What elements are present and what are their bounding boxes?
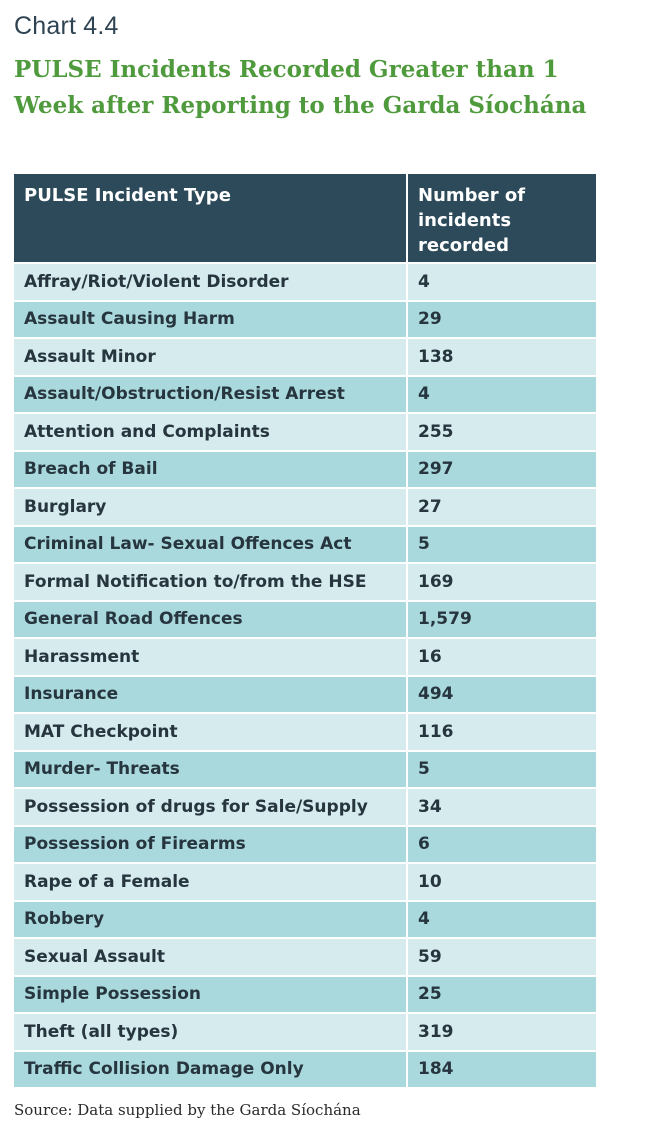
table-row: MAT Checkpoint 116 xyxy=(14,713,596,752)
incident-type-cell: Harassment xyxy=(14,638,408,677)
table-row: Formal Notification to/from the HSE 169 xyxy=(14,563,596,602)
incident-count-cell: 184 xyxy=(407,1050,596,1089)
incident-type-cell: Affray/Riot/Violent Disorder xyxy=(14,263,408,302)
incident-type-cell: Assault/Obstruction/Resist Arrest xyxy=(14,375,408,414)
incident-count-cell: 116 xyxy=(407,713,596,752)
incident-count-cell: 138 xyxy=(407,338,596,377)
incident-type-cell: Traffic Collision Damage Only xyxy=(14,1050,408,1089)
incident-count-cell: 10 xyxy=(407,863,596,902)
table-row: Possession of drugs for Sale/Supply 34 xyxy=(14,788,596,827)
table-row: Theft (all types) 319 xyxy=(14,1013,596,1052)
header-incident-type: PULSE Incident Type xyxy=(14,174,408,264)
incident-type-cell: Attention and Complaints xyxy=(14,413,408,452)
incident-count-cell: 494 xyxy=(407,675,596,714)
incident-type-cell: Insurance xyxy=(14,675,408,714)
table-row: Attention and Complaints 255 xyxy=(14,413,596,452)
incident-count-cell: 4 xyxy=(407,375,596,414)
table-row: Rape of a Female 10 xyxy=(14,863,596,902)
incident-count-cell: 29 xyxy=(407,300,596,339)
table-row: Possession of Firearms 6 xyxy=(14,825,596,864)
chart-title: PULSE Incidents Recorded Greater than 1 … xyxy=(14,56,587,119)
table-row: Breach of Bail 297 xyxy=(14,450,596,489)
table-row: Harassment 16 xyxy=(14,638,596,677)
incident-type-cell: Formal Notification to/from the HSE xyxy=(14,563,408,602)
incident-count-cell: 25 xyxy=(407,975,596,1014)
table-row: Criminal Law- Sexual Offences Act 5 xyxy=(14,525,596,564)
incident-type-cell: Breach of Bail xyxy=(14,450,408,489)
table-row: Insurance 494 xyxy=(14,675,596,714)
incident-count-cell: 4 xyxy=(407,263,596,302)
header-incident-count: Number of incidents recorded xyxy=(407,174,596,264)
incident-count-cell: 5 xyxy=(407,525,596,564)
incident-type-cell: Criminal Law- Sexual Offences Act xyxy=(14,525,408,564)
incident-count-cell: 5 xyxy=(407,750,596,789)
incident-count-cell: 169 xyxy=(407,563,596,602)
incident-type-cell: Possession of Firearms xyxy=(14,825,408,864)
incident-count-cell: 34 xyxy=(407,788,596,827)
incident-type-cell: General Road Offences xyxy=(14,600,408,639)
table-row: Traffic Collision Damage Only 184 xyxy=(14,1050,596,1089)
incident-count-cell: 6 xyxy=(407,825,596,864)
table-row: Affray/Riot/Violent Disorder 4 xyxy=(14,263,596,302)
incident-count-cell: 1,579 xyxy=(407,600,596,639)
incident-type-cell: Sexual Assault xyxy=(14,938,408,977)
table-row: Simple Possession 25 xyxy=(14,975,596,1014)
incident-count-cell: 255 xyxy=(407,413,596,452)
table-row: Assault Causing Harm 29 xyxy=(14,300,596,339)
incident-type-cell: MAT Checkpoint xyxy=(14,713,408,752)
table-body: Affray/Riot/Violent Disorder 4 Assault Cau… xyxy=(14,263,596,1089)
incident-type-cell: Rape of a Female xyxy=(14,863,408,902)
table-row: Murder- Threats 5 xyxy=(14,750,596,789)
incident-type-cell: Robbery xyxy=(14,900,408,939)
table-row: General Road Offences 1,579 xyxy=(14,600,596,639)
table-row: Assault Minor 138 xyxy=(14,338,596,377)
incident-type-cell: Murder- Threats xyxy=(14,750,408,789)
incident-count-cell: 59 xyxy=(407,938,596,977)
incident-count-cell: 319 xyxy=(407,1013,596,1052)
incident-type-cell: Assault Minor xyxy=(14,338,408,377)
incident-type-cell: Theft (all types) xyxy=(14,1013,408,1052)
incident-type-cell: Assault Causing Harm xyxy=(14,300,408,339)
chart-label: Chart 4.4 xyxy=(14,12,119,40)
incidents-table: PULSE Incident Type Number of incidents … xyxy=(14,174,596,1089)
incident-type-cell: Simple Possession xyxy=(14,975,408,1014)
source-note: Source: Data supplied by the Garda Síoch… xyxy=(14,1101,361,1119)
incident-count-cell: 4 xyxy=(407,900,596,939)
incident-count-cell: 27 xyxy=(407,488,596,527)
incident-type-cell: Possession of drugs for Sale/Supply xyxy=(14,788,408,827)
incident-count-cell: 16 xyxy=(407,638,596,677)
incident-type-cell: Burglary xyxy=(14,488,408,527)
table-row: Burglary 27 xyxy=(14,488,596,527)
table-row: Robbery 4 xyxy=(14,900,596,939)
table-row: Sexual Assault 59 xyxy=(14,938,596,977)
incident-count-cell: 297 xyxy=(407,450,596,489)
table-header-row: PULSE Incident Type Number of incidents … xyxy=(14,174,596,264)
table-row: Assault/Obstruction/Resist Arrest 4 xyxy=(14,375,596,414)
